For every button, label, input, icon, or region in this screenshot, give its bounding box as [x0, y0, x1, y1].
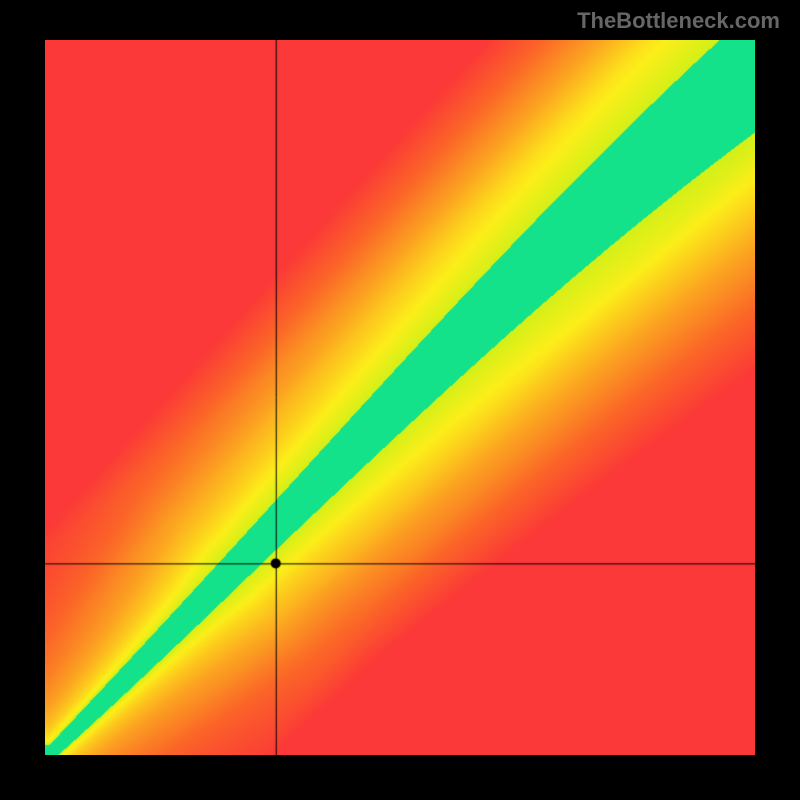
heatmap-plot — [45, 40, 755, 755]
chart-container: TheBottleneck.com — [0, 0, 800, 800]
heatmap-canvas — [45, 40, 755, 755]
watermark-text: TheBottleneck.com — [577, 8, 780, 34]
